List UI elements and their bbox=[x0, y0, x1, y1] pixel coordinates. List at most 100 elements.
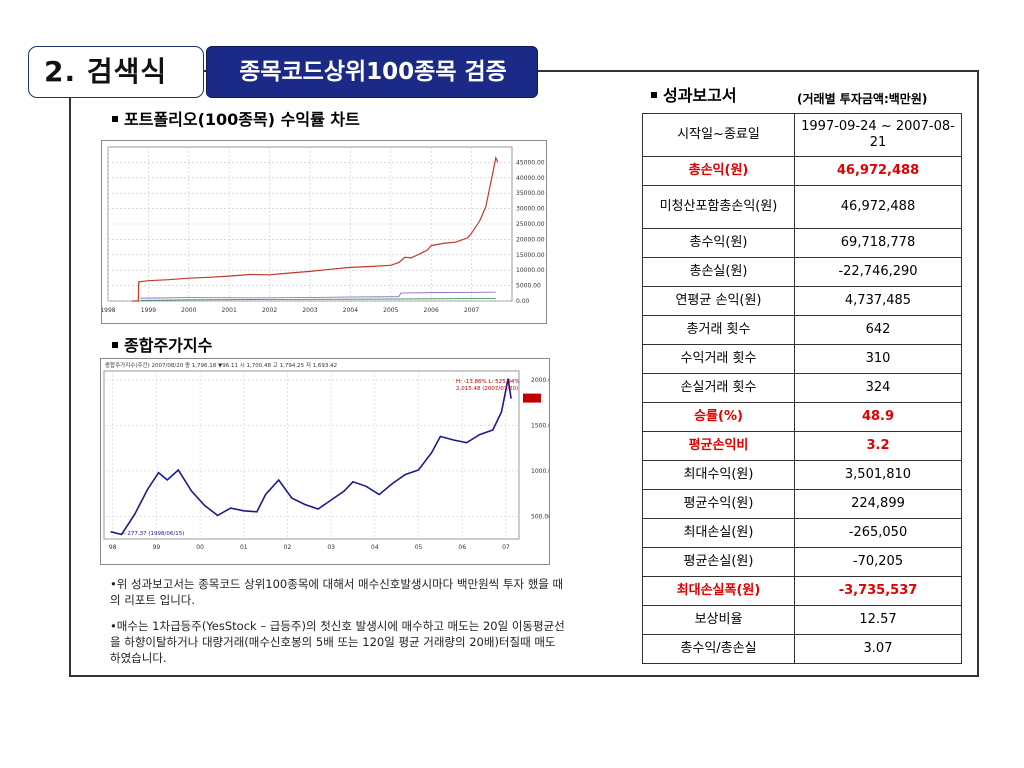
y-tick-label: 0.00 bbox=[516, 298, 530, 305]
x-tick-label: 02 bbox=[284, 544, 292, 551]
x-tick-label: 2001 bbox=[222, 307, 237, 314]
report-row: 시작일~종료일 1997-09-24 ~ 2007-08-21 bbox=[642, 113, 962, 157]
bullet-icon bbox=[112, 342, 118, 348]
x-tick-label: 2004 bbox=[343, 307, 358, 314]
portfolio-chart: 1998 1999 2000 2001 2002 2003 2004 2005 2006 2007… bbox=[100, 140, 547, 324]
y-tick-label: 1000.00 bbox=[531, 468, 549, 475]
x-tick-label: 06 bbox=[458, 544, 466, 551]
kospi-section-label: 종합주가지수 bbox=[112, 336, 212, 356]
series-line bbox=[132, 155, 499, 302]
y-tick-label: 25000.00 bbox=[516, 221, 545, 228]
x-tick-label: 1998 bbox=[102, 307, 116, 314]
report-row-value: -22,746,290 bbox=[794, 257, 962, 287]
report-unit-note: (거래별 투자금액:백만원) bbox=[797, 92, 928, 106]
report-row-label: 총수익/총손실 bbox=[642, 634, 795, 664]
report-row-label: 연평균 손익(원) bbox=[642, 286, 795, 316]
x-tick-label: 2005 bbox=[383, 307, 398, 314]
report-row-label: 최대손실(원) bbox=[642, 518, 795, 548]
report-row-value: 310 bbox=[794, 344, 962, 374]
report-row-value: 46,972,488 bbox=[794, 156, 962, 186]
y-tick-label: 10000.00 bbox=[516, 267, 545, 274]
last-value-marker bbox=[523, 393, 541, 403]
y-tick-label: 2000.00 bbox=[531, 377, 549, 384]
y-tick-label: 15000.00 bbox=[516, 252, 545, 259]
portfolio-chart-svg: 1998 1999 2000 2001 2002 2003 2004 2005 2006 2007… bbox=[100, 146, 545, 314]
report-row: 총수익/총손실 3.07 bbox=[642, 634, 962, 664]
report-row: 평균손실(원) -70,205 bbox=[642, 547, 962, 577]
banner-title: 종목코드상위100종목 검증 bbox=[239, 59, 507, 85]
report-row-label: 최대수익(원) bbox=[642, 460, 795, 490]
x-tick-label: 99 bbox=[153, 544, 161, 551]
bullet-icon bbox=[651, 92, 657, 98]
plot-area bbox=[103, 370, 520, 540]
report-row-label: 총손익(원) bbox=[642, 156, 795, 186]
report-row-value: 12.57 bbox=[794, 605, 962, 635]
report-section-label: 성과보고서 bbox=[651, 86, 737, 106]
report-row: 평균손익비 3.2 bbox=[642, 431, 962, 461]
report-row: 승률(%) 48.9 bbox=[642, 402, 962, 432]
note-1: •위 성과보고서는 종목코드 상위100종목에 대해서 매수신호발생시마다 백만… bbox=[110, 577, 564, 607]
report-row-label: 승률(%) bbox=[642, 402, 795, 432]
x-tick-label: 04 bbox=[371, 544, 379, 551]
report-row-value: 69,718,778 bbox=[794, 228, 962, 258]
report-row-value: -265,050 bbox=[794, 518, 962, 548]
y-tick-label: 20000.00 bbox=[516, 236, 545, 243]
banner bbox=[206, 46, 538, 98]
report-row-label: 총거래 횟수 bbox=[642, 315, 795, 345]
x-tick-label: 07 bbox=[502, 544, 510, 551]
report-row: 총거래 횟수 642 bbox=[642, 315, 962, 345]
kospi-low-label: ← 277.37 (1998/06/15) bbox=[121, 531, 184, 537]
report-row: 보상비율 12.57 bbox=[642, 605, 962, 635]
report-row-value: 3.2 bbox=[794, 431, 962, 461]
page-title: 2. 검색식 bbox=[44, 55, 168, 88]
report-row: 총수익(원) 69,718,778 bbox=[642, 228, 962, 258]
report-row-label: 평균손익비 bbox=[642, 431, 795, 461]
series-line bbox=[140, 298, 496, 301]
report-row-value: 224,899 bbox=[794, 489, 962, 519]
series-line bbox=[140, 291, 496, 299]
kospi-high-label: H: -13.86% L: 525.94% bbox=[456, 379, 520, 385]
report-row-value: 3,501,810 bbox=[794, 460, 962, 490]
report-row: 최대손실(원) -265,050 bbox=[642, 518, 962, 548]
x-tick-label: 2003 bbox=[302, 307, 317, 314]
kospi-info-text: 종합주가지수(주간) 2007/08/20 종 1,796.18 ▼96.11 … bbox=[105, 361, 337, 369]
report-row-label: 총수익(원) bbox=[642, 228, 795, 258]
report-row-label: 최대손실폭(원) bbox=[642, 576, 795, 606]
report-row-label: 손실거래 횟수 bbox=[642, 373, 795, 403]
bullet-icon bbox=[112, 116, 118, 122]
y-tick-label: 1500.00 bbox=[531, 422, 549, 429]
x-tick-label: 05 bbox=[415, 544, 423, 551]
y-tick-label: 30000.00 bbox=[516, 206, 545, 213]
x-tick-label: 98 bbox=[109, 544, 117, 551]
report-row: 수익거래 횟수 310 bbox=[642, 344, 962, 374]
x-tick-label: 2007 bbox=[464, 307, 479, 314]
y-tick-label: 40000.00 bbox=[516, 175, 545, 182]
report-row: 총손익(원) 46,972,488 bbox=[642, 156, 962, 186]
report-row-value: 324 bbox=[794, 373, 962, 403]
x-tick-label: 00 bbox=[196, 544, 204, 551]
report-row-value: 48.9 bbox=[794, 402, 962, 432]
y-tick-label: 500.00 bbox=[531, 513, 549, 520]
note-2: •매수는 1차급등주(YesStock – 급등주)의 첫신호 발생시에 매수하… bbox=[110, 619, 565, 665]
report-row-value: 642 bbox=[794, 315, 962, 345]
report-row: 미청산포함총손익(원) 46,972,488 bbox=[642, 185, 962, 229]
x-tick-label: 2002 bbox=[262, 307, 277, 314]
report-row-value: 1997-09-24 ~ 2007-08-21 bbox=[794, 113, 962, 157]
kospi-chart-svg: 종합주가지수(주간) 2007/08/20 종 1,796.18 ▼96.11 … bbox=[103, 361, 556, 551]
y-tick-label: 5000.00 bbox=[516, 283, 541, 290]
report-row-value: 46,972,488 bbox=[794, 185, 962, 229]
report-title: 성과보고서 bbox=[663, 86, 737, 105]
kospi-high-label-2: 2,015.48 (2007/07/20) bbox=[456, 386, 518, 392]
kospi-label-text: 종합주가지수 bbox=[124, 336, 213, 355]
report-row: 손실거래 횟수 324 bbox=[642, 373, 962, 403]
portfolio-section-label: 포트폴리오(100종목) 수익률 차트 bbox=[112, 110, 360, 130]
report-row-value: 3.07 bbox=[794, 634, 962, 664]
report-row-label: 수익거래 횟수 bbox=[642, 344, 795, 374]
x-tick-label: 01 bbox=[240, 544, 248, 551]
report-row: 연평균 손익(원) 4,737,485 bbox=[642, 286, 962, 316]
report-row: 최대손실폭(원) -3,735,537 bbox=[642, 576, 962, 606]
report-row-value: -70,205 bbox=[794, 547, 962, 577]
report-row-label: 시작일~종료일 bbox=[642, 113, 795, 157]
y-tick-label: 35000.00 bbox=[516, 190, 545, 197]
kospi-line bbox=[110, 378, 512, 536]
